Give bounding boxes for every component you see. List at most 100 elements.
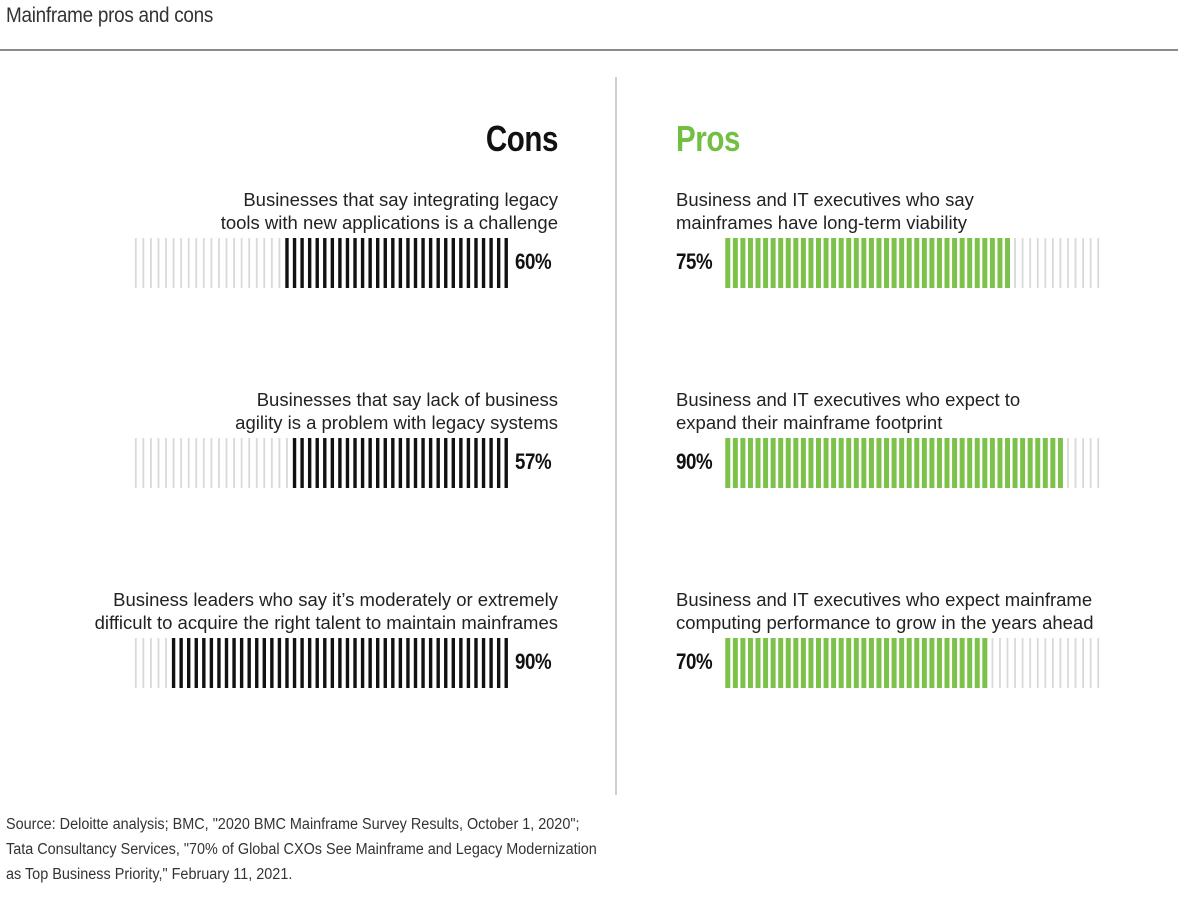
bar-segment-filled [474,638,478,688]
bar-segment-empty [142,438,145,488]
bar-segment-filled [876,438,882,488]
bar-segment-filled [747,438,753,488]
pros-value-3: 70% [676,649,713,674]
bar-segment-filled [1005,238,1010,288]
bar-segment-filled [831,438,837,488]
bar-segment-filled [436,638,440,688]
bar-segment-empty [233,238,235,288]
bar-segment-filled [179,638,183,688]
bar-segment-filled [300,638,304,688]
bar-segment-empty [278,238,281,288]
bar-segment-empty [210,238,213,288]
bar-segment-filled [428,638,433,688]
title-rule [0,49,1178,51]
bar-segment-filled [831,238,837,288]
bar-segment-filled [436,238,440,288]
bar-segment-filled [959,238,965,288]
bar-segment-filled [292,438,297,488]
bar-segment-empty [233,438,235,488]
bar-segment-filled [989,438,995,488]
bar-segment-filled [853,638,859,688]
bar-segment-filled [778,638,784,688]
bar-segment-filled [944,238,950,288]
bar-segment-filled [383,638,387,688]
bar-segment-filled [391,438,395,488]
bar-segment-filled [808,438,814,488]
chart-title: Mainframe pros and cons [6,4,214,27]
bar-segment-empty [263,238,266,288]
bar-segment-filled [330,438,335,488]
bar-segment-filled [376,638,380,688]
bar-segment-filled [876,238,882,288]
bar-segment-filled [793,438,799,488]
bar-segment-filled [466,438,471,488]
bar-segment-filled [982,638,988,688]
cons-label-2: Businesses that say lack of business agi… [235,388,558,434]
bar-segment-empty [1036,638,1039,688]
bar-segment-empty [1097,438,1100,488]
bar-segment-filled [838,638,844,688]
bar-segment-filled [376,238,380,288]
bar-segment-filled [1027,438,1033,488]
bar-segment-empty [202,238,205,288]
bar-segment-empty [255,438,258,488]
bar-segment-filled [967,438,973,488]
pros-bar-1 [724,238,1102,288]
bar-segment-empty [1097,238,1100,288]
bar-segment-filled [307,238,312,288]
bar-segment-empty [1067,438,1069,488]
bar-segment-filled [285,238,289,288]
bar-segment-filled [899,638,905,688]
bar-segment-empty [210,438,213,488]
bar-segment-empty [1029,638,1032,688]
bar-segment-empty [195,438,198,488]
bar-segment-empty [218,238,220,288]
bar-segment-filled [921,438,927,488]
cons-label-3: Business leaders who say it’s moderately… [95,588,558,634]
bar-segment-filled [952,638,958,688]
bar-segment-filled [936,238,942,288]
bar-segment-empty [1097,638,1100,688]
bar-segment-empty [134,238,137,288]
bar-segment-filled [816,438,821,488]
bar-segment-filled [747,638,753,688]
bar-segment-filled [732,638,738,688]
bar-segment-filled [353,638,357,688]
bar-segment-filled [1005,438,1010,488]
bar-segment-filled [285,638,289,688]
bar-segment-filled [262,638,266,688]
bar-segment-empty [263,438,266,488]
bar-segment-filled [914,238,920,288]
cons-label-1: Businesses that say integrating legacy t… [221,188,558,234]
bar-segment-filled [823,438,829,488]
bar-segment-filled [846,238,852,288]
bar-segment-empty [172,238,175,288]
bar-segment-empty [134,638,137,688]
bar-segment-filled [481,238,486,288]
bar-segment-filled [398,438,403,488]
bar-segment-filled [891,238,897,288]
bar-segment-filled [474,438,478,488]
bar-segment-filled [982,238,988,288]
bar-segment-filled [315,438,319,488]
bar-segment-filled [959,438,965,488]
bar-segment-filled [239,638,244,688]
bar-segment-empty [248,238,251,288]
bar-segment-filled [800,438,806,488]
bar-segment-filled [270,638,274,688]
bar-segment-empty [202,438,205,488]
bar-segment-filled [504,438,508,488]
bar-segment-filled [929,638,935,688]
bar-segment-filled [315,638,319,688]
bar-segment-empty [1059,238,1062,288]
bar-segment-filled [504,638,508,688]
bar-segment-filled [725,238,731,288]
bar-segment-empty [270,438,273,488]
bar-segment-filled [770,238,776,288]
bar-segment-filled [906,638,912,688]
bar-segment-filled [823,238,829,288]
bar-segment-filled [914,638,920,688]
cons-label-3-line-1: Business leaders who say it’s moderately… [113,589,558,610]
bar-segment-filled [466,638,471,688]
bar-segment-filled [194,638,198,688]
